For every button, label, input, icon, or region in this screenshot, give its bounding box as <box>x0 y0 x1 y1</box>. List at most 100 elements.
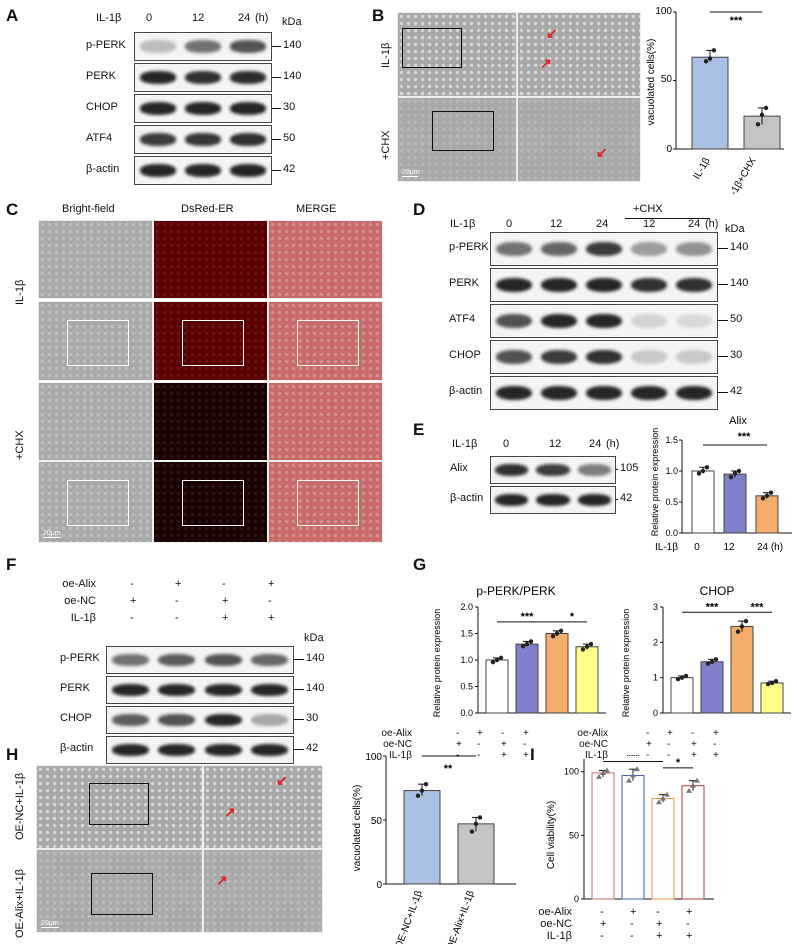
data-point <box>703 59 709 64</box>
y-tick: 1.0 <box>460 655 473 665</box>
blot-band <box>251 684 289 696</box>
blot-band <box>230 71 267 84</box>
condition-sign: + <box>268 612 275 624</box>
blot-band <box>585 313 623 329</box>
arrow-icon: ↙ <box>596 144 608 160</box>
blot-band <box>631 241 668 257</box>
condition-sign: + <box>456 739 462 750</box>
condition-sign: + <box>656 918 663 930</box>
data-point <box>700 468 706 474</box>
condition-sign: + <box>686 930 693 942</box>
panel-label-i: I <box>530 745 535 764</box>
bar <box>575 646 599 714</box>
data-point <box>707 56 713 61</box>
data-point <box>596 773 602 779</box>
kda-tick <box>292 749 304 750</box>
zoom-box <box>91 873 153 915</box>
panel-h-row-label-alix: OE-Alix+IL-1β <box>14 869 26 938</box>
panel-g-pperk-chart: p-PERK/PERK Relative protein expression … <box>432 584 606 718</box>
chart-title: p-PERK/PERK <box>476 584 555 598</box>
y-tick: 1.0 <box>665 466 678 476</box>
panel-f-kda-label: kDa <box>304 632 324 644</box>
data-point <box>735 629 741 634</box>
condition-sign: + <box>691 750 697 761</box>
blot-row-label: ATF4 <box>449 313 476 325</box>
arrow-icon: ↗ <box>224 804 236 820</box>
kda-tick <box>270 107 281 109</box>
panel-c-image <box>268 461 383 543</box>
y-tick: 0 <box>653 708 658 718</box>
bar <box>545 633 569 714</box>
panel-label-g: G <box>413 555 427 574</box>
data-point <box>679 675 685 680</box>
panel-e-il1b-label: IL-1β <box>452 438 478 450</box>
condition-sign: - <box>656 906 660 918</box>
panel-c-image <box>268 382 383 461</box>
panel-c-col-brightfield: Bright-field <box>62 203 115 215</box>
condition-sign: - <box>175 595 179 607</box>
panel-d-time: 24 <box>688 218 701 230</box>
significance-marker: * <box>570 611 575 623</box>
blot-band <box>230 102 267 115</box>
x-tick: 12 <box>723 542 735 553</box>
data-point <box>415 793 421 798</box>
bar <box>760 682 784 714</box>
bar <box>591 772 615 900</box>
panel-e-time: 24 <box>589 438 602 450</box>
condition-label: oe-Alix <box>62 578 96 590</box>
zoom-box <box>432 111 494 151</box>
panel-label-c: C <box>6 200 19 219</box>
blot-band <box>158 714 196 726</box>
blot-band <box>139 40 176 53</box>
condition-label: oe-NC <box>579 739 608 750</box>
blot-band <box>495 241 532 257</box>
blot-band <box>631 385 668 401</box>
y-tick: 50 <box>661 74 673 85</box>
data-point <box>773 679 779 684</box>
panel-label-f: F <box>6 555 17 574</box>
panel-h-zoom-alix: ↗ <box>203 849 323 933</box>
blot-row-label: β-actin <box>450 492 484 504</box>
data-point <box>520 644 526 649</box>
blot-band <box>540 313 577 329</box>
data-point <box>732 471 738 476</box>
condition-sign: - <box>456 728 460 739</box>
blot-band <box>676 277 713 293</box>
texture <box>39 383 152 460</box>
panel-c-group-chx: +CHX <box>14 430 26 460</box>
panel-c-image <box>268 220 383 299</box>
bar <box>730 625 754 714</box>
blot-row-label: PERK <box>86 69 116 82</box>
data-point <box>660 795 666 801</box>
condition-sign: + <box>222 612 229 624</box>
kda-tick <box>270 169 281 171</box>
data-point <box>736 468 742 474</box>
data-point <box>763 105 769 111</box>
chart-title: CHOP <box>700 584 735 598</box>
panel-h-image-alix: 20μm <box>36 849 203 933</box>
data-point <box>604 767 610 773</box>
bar <box>621 775 645 900</box>
blot-strip <box>134 94 272 123</box>
x-axis-label: IL-1β <box>655 542 678 553</box>
panel-label-d: D <box>413 200 426 219</box>
blot-band <box>184 102 222 115</box>
panel-c-col-dsred: DsRed-ER <box>181 203 234 215</box>
panel-e-hours-unit: (h) <box>606 438 620 450</box>
blot-band <box>631 349 668 365</box>
data-point <box>524 641 530 647</box>
condition-sign: - <box>222 578 226 590</box>
texture <box>269 462 382 542</box>
y-tick: 1.5 <box>460 629 473 639</box>
blot-row-label: CHOP <box>449 349 481 361</box>
panel-c-image <box>38 382 153 461</box>
data-point <box>588 641 594 647</box>
data-point <box>768 490 774 495</box>
panel-d-time: 24 <box>596 218 609 230</box>
y-tick: 1 <box>653 673 658 683</box>
condition-sign: + <box>222 595 229 607</box>
texture <box>154 221 267 298</box>
kda-tick <box>716 392 728 393</box>
data-point <box>764 493 770 498</box>
